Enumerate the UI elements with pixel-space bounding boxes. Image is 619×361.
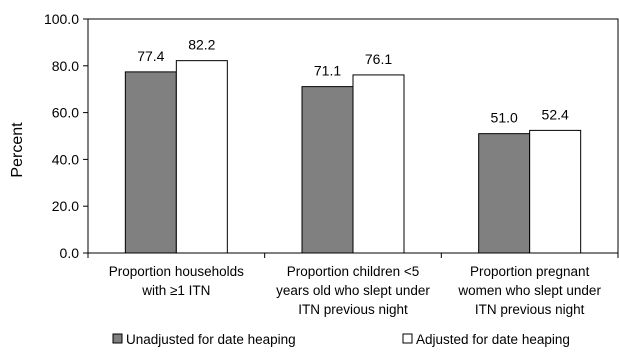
bars-layer (124, 60, 582, 254)
category-label: Proportion households (109, 264, 244, 279)
category-label: ITN previous night (475, 302, 585, 317)
legend-label: Adjusted for date heaping (416, 332, 570, 347)
category-label: ITN previous night (298, 302, 408, 317)
category-label: women who slept under (457, 283, 601, 298)
category-label: Proportion children <5 (287, 264, 419, 279)
legend-label: Unadjusted for date heaping (126, 332, 296, 347)
y-tick-label: 40.0 (52, 151, 79, 167)
y-tick-label: 100.0 (44, 11, 79, 27)
legend-swatch (112, 333, 123, 344)
legend-swatch (402, 333, 413, 344)
y-tick-label: 60.0 (52, 105, 79, 121)
y-tick-label: 80.0 (52, 58, 79, 74)
bar-adjusted (352, 74, 405, 254)
data-label: 71.1 (314, 63, 341, 79)
bar-unadjusted (478, 133, 531, 254)
data-label: 52.4 (542, 106, 569, 122)
legend: Unadjusted for date heaping Adjusted for … (112, 332, 570, 347)
y-tick-label: 20.0 (52, 198, 79, 214)
data-label: 82.2 (188, 37, 215, 53)
bar-adjusted (175, 60, 228, 254)
data-label: 76.1 (365, 51, 392, 67)
category-label: years old who slept under (276, 283, 430, 298)
bar-unadjusted (124, 71, 177, 254)
data-label: 51.0 (491, 110, 518, 126)
data-label: 77.4 (137, 48, 164, 64)
bar-unadjusted (301, 86, 354, 254)
bar-adjusted (529, 129, 582, 254)
y-tick-label: 0.0 (60, 245, 80, 261)
category-label: with ≥1 ITN (141, 283, 210, 298)
category-label: Proportion pregnant (470, 264, 590, 279)
y-axis-label: Percent (9, 122, 26, 178)
labels-layer: 77.4 82.2 Proportion households with ≥1 ITN… (109, 37, 602, 317)
